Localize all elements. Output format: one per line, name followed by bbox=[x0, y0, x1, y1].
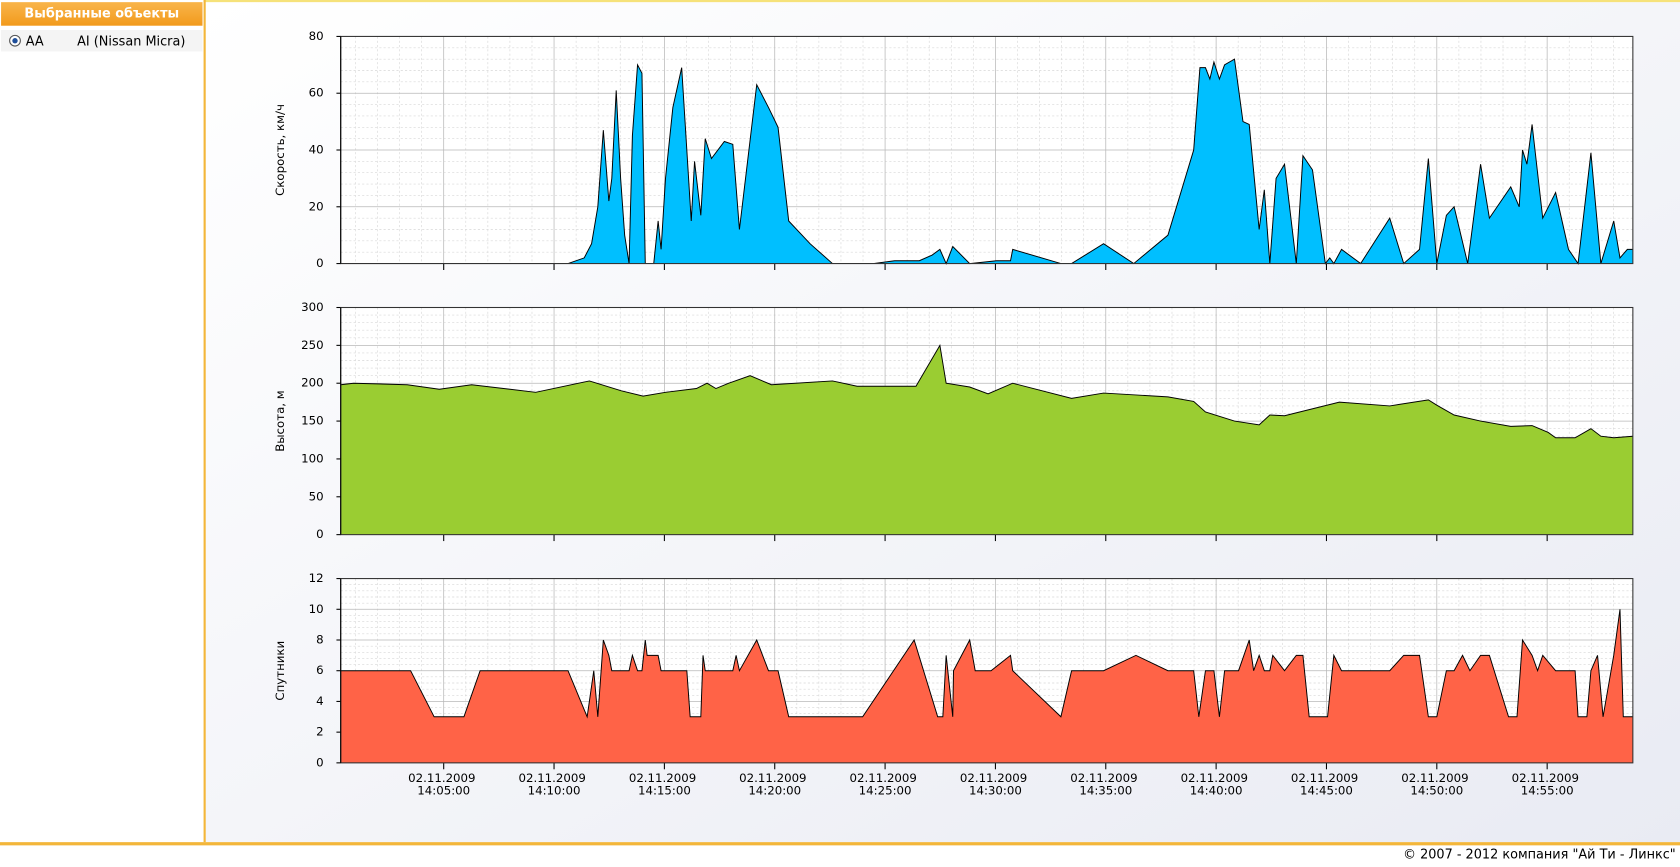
x-tick-time: 14:10:00 bbox=[528, 783, 581, 797]
area-fill bbox=[340, 609, 1633, 763]
x-tick-label: 02.11.2009 14:25:00 bbox=[850, 770, 921, 797]
x-tick-time: 14:20:00 bbox=[748, 783, 801, 797]
x-tick-date: 02.11.2009 bbox=[850, 770, 921, 784]
panel-header bbox=[1, 2, 203, 26]
y-tick-label: 200 bbox=[301, 376, 323, 390]
y-tick-label: 150 bbox=[301, 414, 323, 428]
x-tick-label: 02.11.2009 14:40:00 bbox=[1181, 770, 1252, 797]
x-tick-date: 02.11.2009 bbox=[739, 770, 810, 784]
y-tick-label: 10 bbox=[309, 602, 324, 616]
y-axis-label: Спутники bbox=[273, 641, 287, 701]
area-line bbox=[340, 609, 1633, 719]
y-axis-label: Скорость, км/ч bbox=[273, 104, 287, 196]
y-tick-label: 2 bbox=[316, 725, 324, 739]
x-tick-label: 02.11.2009 14:15:00 bbox=[629, 770, 700, 797]
panel-title: Выбранные объекты bbox=[24, 6, 179, 21]
x-tick-date: 02.11.2009 bbox=[518, 770, 589, 784]
y-tick-label: 0 bbox=[316, 755, 324, 769]
x-tick-label: 02.11.2009 14:35:00 bbox=[1070, 770, 1141, 797]
x-tick-label: 02.11.2009 14:05:00 bbox=[408, 770, 479, 797]
panel-divider bbox=[203, 0, 206, 843]
y-tick-label: 80 bbox=[309, 29, 324, 43]
x-tick-time: 14:40:00 bbox=[1190, 783, 1243, 797]
x-tick-date: 02.11.2009 bbox=[629, 770, 700, 784]
x-tick-date: 02.11.2009 bbox=[1512, 770, 1583, 784]
x-tick-label: 02.11.2009 14:30:00 bbox=[960, 770, 1031, 797]
y-tick-label: 20 bbox=[309, 199, 324, 213]
x-tick-date: 02.11.2009 bbox=[408, 770, 479, 784]
copyright: © 2007 - 2012 компания "Ай Ти - Линкс" bbox=[1403, 848, 1676, 863]
y-tick-label: 0 bbox=[316, 256, 324, 270]
y-tick-label: 60 bbox=[309, 86, 324, 100]
area-line bbox=[340, 343, 1633, 439]
x-tick-label: 02.11.2009 14:45:00 bbox=[1291, 770, 1362, 797]
y-tick-label: 4 bbox=[316, 694, 324, 708]
x-tick-time: 14:15:00 bbox=[638, 783, 691, 797]
bottom-divider bbox=[0, 842, 1680, 846]
object-code: AA bbox=[26, 34, 44, 49]
y-tick-label: 100 bbox=[301, 451, 323, 465]
x-tick-date: 02.11.2009 bbox=[960, 770, 1031, 784]
x-tick-time: 14:35:00 bbox=[1079, 783, 1132, 797]
y-tick-label: 300 bbox=[301, 300, 323, 314]
object-row[interactable] bbox=[1, 30, 203, 52]
top-border bbox=[0, 0, 1680, 3]
x-tick-time: 14:05:00 bbox=[417, 783, 470, 797]
y-axis-label: Высота, м bbox=[273, 390, 287, 451]
y-tick-label: 40 bbox=[309, 143, 324, 157]
side-panel bbox=[0, 0, 204, 843]
x-tick-date: 02.11.2009 bbox=[1070, 770, 1141, 784]
y-tick-label: 12 bbox=[309, 571, 324, 585]
x-tick-date: 02.11.2009 bbox=[1181, 770, 1252, 784]
x-tick-time: 14:50:00 bbox=[1410, 783, 1463, 797]
x-tick-date: 02.11.2009 bbox=[1401, 770, 1472, 784]
object-name: AI (Nissan Micra) bbox=[77, 34, 185, 49]
y-tick-label: 6 bbox=[316, 663, 324, 677]
x-tick-time: 14:30:00 bbox=[969, 783, 1022, 797]
x-tick-time: 14:25:00 bbox=[859, 783, 912, 797]
x-tick-label: 02.11.2009 14:20:00 bbox=[739, 770, 810, 797]
y-tick-label: 250 bbox=[301, 338, 323, 352]
x-tick-label: 02.11.2009 14:55:00 bbox=[1512, 770, 1583, 797]
x-tick-date: 02.11.2009 bbox=[1291, 770, 1362, 784]
x-tick-label: 02.11.2009 14:10:00 bbox=[518, 770, 589, 797]
area-line bbox=[340, 58, 1633, 265]
x-tick-time: 14:55:00 bbox=[1521, 783, 1574, 797]
y-tick-label: 50 bbox=[309, 489, 324, 503]
y-tick-label: 0 bbox=[316, 527, 324, 541]
x-tick-time: 14:45:00 bbox=[1300, 783, 1353, 797]
radio-dot bbox=[12, 38, 18, 44]
x-tick-label: 02.11.2009 14:50:00 bbox=[1401, 770, 1472, 797]
y-tick-label: 8 bbox=[316, 632, 324, 646]
